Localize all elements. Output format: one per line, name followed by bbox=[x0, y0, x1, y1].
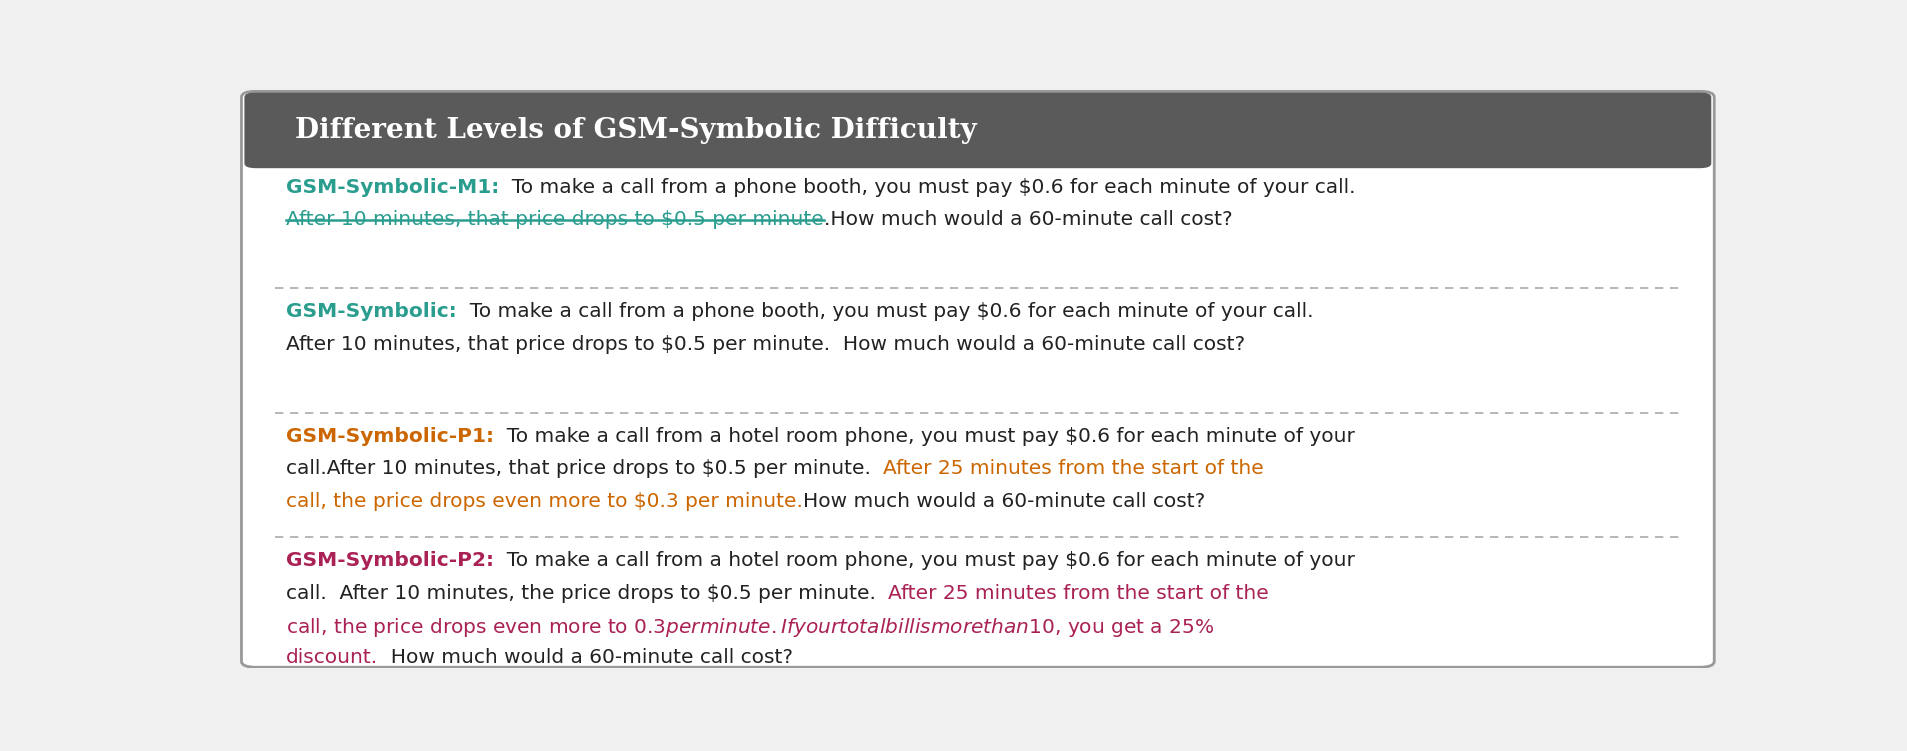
Text: discount.: discount. bbox=[286, 648, 378, 668]
Text: .How much would a 60-minute call cost?: .How much would a 60-minute call cost? bbox=[824, 210, 1232, 229]
Text: After 10 minutes, that price drops to $0.5 per minute.  How much would a 60-minu: After 10 minutes, that price drops to $0… bbox=[286, 335, 1243, 354]
Text: Different Levels of GSM-Symbolic Difficulty: Different Levels of GSM-Symbolic Difficu… bbox=[294, 117, 976, 143]
Bar bbox=[256, 137, 1699, 164]
Text: How much would a 60-minute call cost?: How much would a 60-minute call cost? bbox=[378, 648, 793, 668]
Text: GSM-Symbolic-P2:: GSM-Symbolic-P2: bbox=[286, 551, 494, 571]
Text: GSM-Symbolic-P1:: GSM-Symbolic-P1: bbox=[286, 427, 494, 446]
Text: call, the price drops even more to $0.3 per minute.  If your total bill is more : call, the price drops even more to $0.3 … bbox=[286, 616, 1213, 639]
Text: After 25 minutes from the start of the: After 25 minutes from the start of the bbox=[883, 460, 1264, 478]
Text: GSM-Symbolic-M1:: GSM-Symbolic-M1: bbox=[286, 178, 500, 197]
Text: call.  After 10 minutes, the price drops to $0.5 per minute.: call. After 10 minutes, the price drops … bbox=[286, 584, 889, 603]
FancyBboxPatch shape bbox=[242, 92, 1712, 667]
Text: To make a call from a hotel room phone, you must pay $0.6 for each minute of you: To make a call from a hotel room phone, … bbox=[494, 551, 1354, 571]
Text: To make a call from a hotel room phone, you must pay $0.6 for each minute of you: To make a call from a hotel room phone, … bbox=[494, 427, 1354, 446]
Text: GSM-Symbolic:: GSM-Symbolic: bbox=[286, 303, 456, 321]
Text: To make a call from a phone booth, you must pay $0.6 for each minute of your cal: To make a call from a phone booth, you m… bbox=[456, 303, 1312, 321]
Text: call, the price drops even more to $0.3 per minute.: call, the price drops even more to $0.3 … bbox=[286, 492, 803, 511]
FancyBboxPatch shape bbox=[244, 92, 1711, 168]
Text: How much would a 60-minute call cost?: How much would a 60-minute call cost? bbox=[803, 492, 1205, 511]
Text: After 10 minutes, that price drops to $0.5 per minute: After 10 minutes, that price drops to $0… bbox=[286, 210, 824, 229]
Text: call.After 10 minutes, that price drops to $0.5 per minute.: call.After 10 minutes, that price drops … bbox=[286, 460, 883, 478]
Text: After 25 minutes from the start of the: After 25 minutes from the start of the bbox=[889, 584, 1268, 603]
Text: To make a call from a phone booth, you must pay $0.6 for each minute of your cal: To make a call from a phone booth, you m… bbox=[500, 178, 1354, 197]
